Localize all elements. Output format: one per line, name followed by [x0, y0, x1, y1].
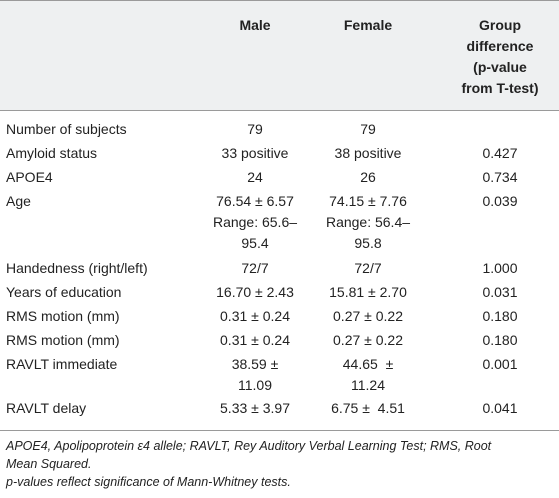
header-male: Male: [239, 17, 271, 33]
cell-diff: 1.000: [482, 260, 518, 276]
cell-diff: 0.039: [482, 193, 518, 209]
cell-female: 15.81 ± 2.70: [329, 284, 407, 300]
row-label: Age: [6, 193, 31, 209]
cell-male-line1: 38.59 ±: [231, 356, 279, 372]
cell-female: 38 positive: [334, 145, 402, 161]
row-label: RAVLT immediate: [6, 356, 118, 372]
row-label: Number of subjects: [6, 121, 127, 137]
row-label: RMS motion (mm): [6, 308, 120, 324]
header-band: [0, 0, 559, 110]
cell-male: 24: [247, 169, 263, 185]
footnote-line3: p-values reflect significance of Mann-Wh…: [6, 475, 291, 489]
row-label: RMS motion (mm): [6, 332, 120, 348]
cell-male: 16.70 ± 2.43: [216, 284, 294, 300]
cell-male: 79: [247, 121, 263, 137]
cell-female: 6.75 ± 4.51: [331, 400, 405, 416]
cell-female-line3: 95.8: [354, 235, 382, 251]
cell-female: 26: [360, 169, 376, 185]
cell-female-line1: 44.65 ±: [342, 356, 394, 372]
cell-female: 79: [360, 121, 376, 137]
cell-male: 76.54 ± 6.57 Range: 65.6– 95.4: [200, 191, 310, 254]
cell-male-line3: 95.4: [241, 235, 269, 251]
cell-diff: 0.001: [482, 356, 518, 372]
cell-male-line2: 11.09: [238, 377, 272, 393]
cell-male-line2: Range: 65.6–: [212, 214, 298, 230]
header-female: Female: [343, 17, 393, 33]
header-group-line1: Group: [479, 17, 521, 33]
row-label: Handedness (right/left): [6, 260, 148, 276]
header-rule: [0, 110, 559, 111]
header-group-line2: difference: [466, 38, 534, 54]
cell-diff: 0.427: [482, 145, 518, 161]
cell-diff: 0.734: [482, 169, 518, 185]
table-footnote: APOE4, Apolipoprotein ε4 allele; RAVLT, …: [6, 437, 556, 491]
row-label: Amyloid status: [6, 145, 98, 161]
cell-female-line1: 74.15 ± 7.76: [329, 193, 407, 209]
cell-female-line2: Range: 56.4–: [325, 214, 411, 230]
cell-diff: 0.031: [482, 284, 518, 300]
cell-male: 38.59 ± 11.09: [200, 354, 310, 396]
cell-female: 0.27 ± 0.22: [333, 332, 403, 348]
header-group-line3: (p-value: [473, 59, 527, 75]
row-label: APOE4: [6, 169, 53, 185]
footnote-line2: Mean Squared.: [6, 457, 92, 471]
header-group-line4: from T-test): [461, 80, 539, 96]
cell-diff: 0.041: [482, 400, 518, 416]
top-rule: [0, 0, 559, 1]
cell-male: 5.33 ± 3.97: [220, 400, 290, 416]
cell-male: 0.31 ± 0.24: [220, 332, 290, 348]
footnote-line1: APOE4, Apolipoprotein ε4 allele; RAVLT, …: [6, 439, 492, 453]
cell-diff: 0.180: [482, 308, 518, 324]
header-group-difference: Group difference (p-value from T-test): [448, 15, 552, 99]
cell-diff: 0.180: [482, 332, 518, 348]
cell-male: 0.31 ± 0.24: [220, 308, 290, 324]
cell-female: 0.27 ± 0.22: [333, 308, 403, 324]
cell-male-line1: 76.54 ± 6.57: [216, 193, 294, 209]
cell-male: 72/7: [241, 260, 269, 276]
row-label: RAVLT delay: [6, 400, 87, 416]
row-label: Years of education: [6, 284, 122, 300]
cell-female: 44.65 ± 11.24: [312, 354, 424, 396]
bottom-rule: [0, 430, 559, 431]
cell-female-line2: 11.24: [351, 377, 385, 393]
cell-female: 74.15 ± 7.76 Range: 56.4– 95.8: [312, 191, 424, 254]
cell-male: 33 positive: [221, 145, 289, 161]
cell-female: 72/7: [354, 260, 382, 276]
